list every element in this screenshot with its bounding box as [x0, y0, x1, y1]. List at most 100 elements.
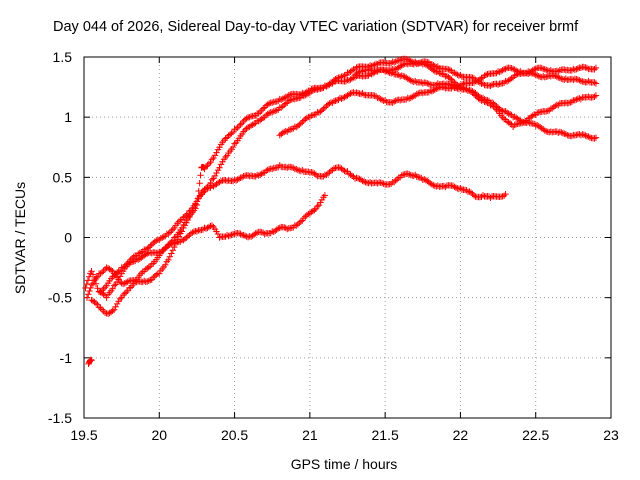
data-point-marker [168, 250, 175, 257]
data-point-marker [119, 291, 127, 299]
data-point-marker [300, 214, 308, 222]
data-point-marker [345, 91, 353, 98]
data-point-marker [547, 67, 554, 74]
data-point-marker [192, 205, 199, 212]
data-point-marker [359, 177, 366, 185]
data-point-marker [223, 152, 231, 159]
data-point-marker [448, 76, 455, 83]
data-point-marker [406, 171, 413, 178]
data-point-marker [430, 182, 437, 189]
data-point-marker [156, 270, 163, 277]
data-point-marker [259, 229, 267, 236]
data-point-marker [573, 66, 580, 73]
data-point-marker [452, 84, 460, 91]
data-point-marker [95, 288, 103, 295]
data-point-marker [476, 93, 484, 101]
data-point-marker [390, 59, 398, 66]
data-point-marker [256, 108, 264, 116]
data-point-marker [403, 96, 410, 103]
data-point-marker [89, 271, 97, 278]
data-point-marker [464, 80, 472, 87]
data-point-marker [112, 303, 119, 310]
data-point-marker [409, 93, 416, 101]
data-point-marker [348, 172, 356, 179]
data-point-marker [252, 173, 259, 180]
data-point-marker [326, 100, 333, 107]
data-point-marker [235, 122, 243, 130]
data-point-marker [517, 70, 524, 78]
x-tick-label: 19.5 [70, 427, 97, 443]
data-point-marker [222, 135, 229, 142]
data-point-marker [320, 105, 327, 113]
data-point-marker [169, 226, 177, 233]
data-point-marker [579, 131, 586, 138]
data-point-marker [267, 229, 274, 237]
data-point-marker [297, 91, 305, 98]
data-point-marker [100, 267, 107, 275]
data-point-marker [269, 109, 276, 116]
data-point-marker [222, 153, 229, 161]
data-point-marker [250, 120, 258, 128]
data-point-marker [235, 175, 243, 182]
data-point-marker [110, 270, 118, 277]
data-point-marker [269, 99, 276, 106]
data-point-marker [556, 74, 564, 82]
data-point-marker [195, 194, 202, 202]
data-point-marker [94, 301, 101, 308]
data-point-marker [195, 187, 202, 195]
data-point-marker [297, 120, 305, 127]
data-point-marker [122, 289, 130, 296]
data-point-marker [229, 177, 237, 185]
data-point-marker [505, 110, 512, 117]
data-point-marker [487, 82, 494, 90]
data-point-marker [181, 235, 189, 243]
data-point-marker [202, 163, 210, 170]
data-point-marker [214, 230, 222, 238]
data-point-marker [83, 280, 90, 288]
data-point-marker [419, 89, 426, 97]
data-point-marker [138, 249, 145, 256]
data-point-marker [378, 179, 386, 187]
x-tick-label: 22 [453, 427, 469, 443]
data-point-marker [279, 103, 286, 110]
data-point-marker [424, 80, 431, 87]
data-point-marker [213, 149, 220, 156]
data-point-marker [359, 68, 366, 75]
data-point-marker [493, 103, 500, 110]
data-point-marker [213, 169, 220, 177]
data-point-marker [193, 201, 201, 209]
data-point-marker [92, 300, 100, 307]
data-point-marker [154, 249, 161, 257]
data-point-marker [585, 77, 592, 85]
data-point-marker [211, 172, 219, 180]
data-point-marker [159, 234, 166, 241]
data-point-marker [216, 144, 223, 151]
data-point-marker [88, 267, 95, 275]
data-point-marker [205, 160, 213, 168]
data-point-marker [392, 58, 399, 65]
data-point-marker [324, 170, 332, 177]
data-point-marker [84, 277, 92, 284]
data-point-marker [397, 97, 404, 104]
x-tick-label: 22.5 [522, 427, 549, 443]
data-point-marker [541, 127, 548, 134]
data-point-marker [366, 65, 374, 73]
y-tick-label: -1 [60, 350, 73, 366]
data-point-marker [208, 222, 216, 229]
data-point-marker [463, 86, 470, 93]
data-point-marker [273, 107, 280, 114]
data-point-marker [512, 71, 520, 79]
data-point-marker [237, 230, 244, 238]
data-point-marker [341, 72, 348, 79]
data-point-marker [360, 178, 368, 185]
data-point-marker [237, 121, 244, 128]
data-point-marker [228, 130, 235, 137]
data-point-marker [323, 171, 330, 179]
data-point-marker [497, 106, 505, 114]
data-point-marker [157, 235, 164, 242]
y-tick-label: 0.5 [53, 169, 73, 185]
data-point-marker [299, 166, 306, 174]
data-point-marker [494, 81, 502, 88]
data-point-marker [266, 109, 273, 117]
data-point-marker [184, 233, 192, 240]
